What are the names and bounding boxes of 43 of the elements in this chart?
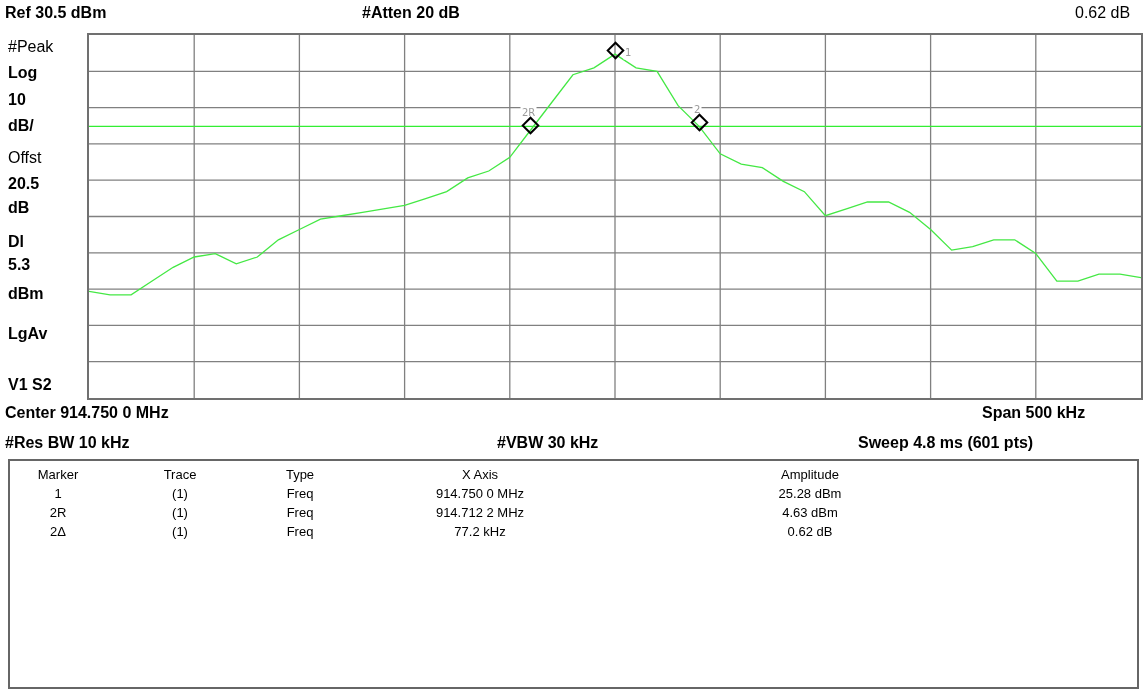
text: 10 xyxy=(8,90,26,110)
text: X Axis xyxy=(461,467,499,483)
text: #VBW 30 kHz xyxy=(497,433,599,453)
text: 77.2 kHz xyxy=(454,524,506,540)
text: 2Δ xyxy=(50,524,66,540)
text: (1) xyxy=(172,486,188,502)
text: Log xyxy=(8,63,38,83)
text: Dl xyxy=(8,232,24,252)
text: Freq xyxy=(286,505,314,521)
text: LgAv xyxy=(8,324,48,344)
text: dB/ xyxy=(8,116,34,136)
text: V1 S2 xyxy=(8,375,52,395)
text: 20.5 xyxy=(8,174,40,194)
text: dBm xyxy=(8,284,44,304)
text: 0.62 dB xyxy=(787,524,833,540)
text: Freq xyxy=(286,486,314,502)
text: 2R xyxy=(49,505,67,521)
text: Amplitude xyxy=(781,467,839,483)
text: #Atten 20 dB xyxy=(362,3,460,23)
text: 914.750 0 MHz xyxy=(435,486,525,502)
text: Type xyxy=(285,467,315,483)
text: (1) xyxy=(172,505,188,521)
text: 5.3 xyxy=(8,255,31,275)
text: dB xyxy=(8,198,30,218)
annotation: 2 xyxy=(694,104,701,115)
text: #Res BW 10 kHz xyxy=(5,433,130,453)
text: 4.63 dBm xyxy=(782,505,838,521)
text: Offst xyxy=(8,148,42,168)
text: 914.712 2 MHz xyxy=(435,505,525,521)
text: Trace xyxy=(163,467,197,483)
text: (1) xyxy=(172,524,188,540)
text: 1 xyxy=(54,486,62,502)
text: #Peak xyxy=(8,37,54,57)
text: Freq xyxy=(286,524,314,540)
annotation: 2R xyxy=(522,107,536,118)
text: Center 914.750 0 MHz xyxy=(5,403,169,423)
text: Ref 30.5 dBm xyxy=(5,3,107,23)
annotation: 1 xyxy=(625,47,632,58)
text: Span 500 kHz xyxy=(982,403,1086,423)
text: 0.62 dB xyxy=(1075,3,1131,23)
text: Marker xyxy=(37,467,79,483)
text: Sweep 4.8 ms (601 pts) xyxy=(858,433,1034,453)
text: 25.28 dBm xyxy=(778,486,842,502)
